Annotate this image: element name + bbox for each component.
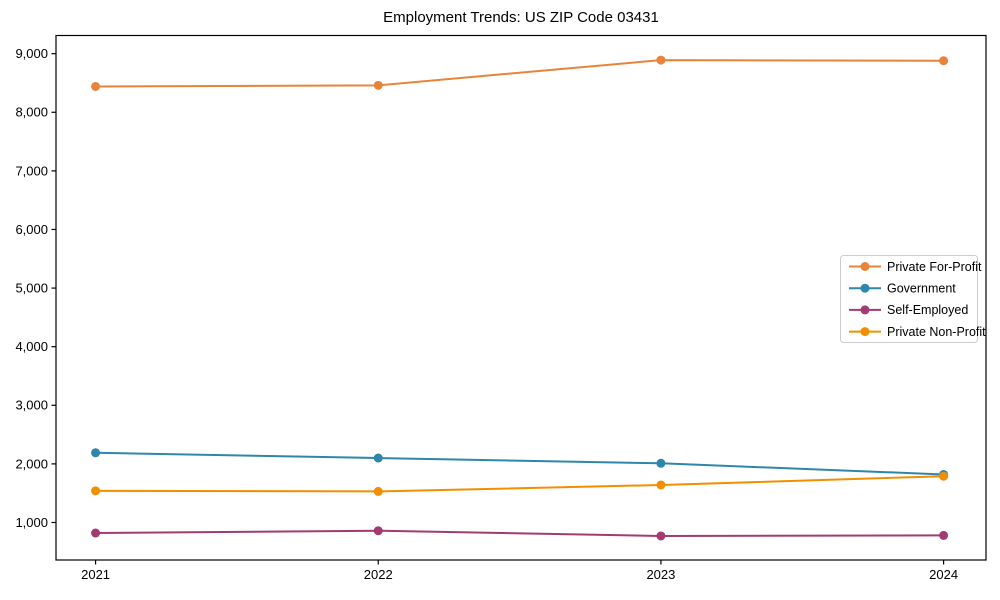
legend-label: Self-Employed [887,303,968,317]
y-tick-label: 6,000 [15,222,48,237]
y-tick-label: 3,000 [15,398,48,413]
legend-item-private-for-profit: Private For-Profit [849,260,982,274]
series-self-employed [91,526,949,541]
y-tick-label: 8,000 [15,105,48,120]
data-point-private-non-profit [939,471,949,481]
legend-item-self-employed: Self-Employed [849,303,968,317]
plot-border [55,34,987,561]
data-point-government [656,458,666,468]
data-point-private-non-profit [373,486,383,496]
legend-label: Government [887,281,956,295]
series-private-non-profit [91,471,949,496]
legend-marker-dot [860,305,870,315]
y-tick-label: 5,000 [15,281,48,296]
legend: Private For-Profit Government Self-Employe… [840,255,986,343]
data-point-government [373,453,383,463]
data-point-private-for-profit [373,80,383,90]
y-tick-label: 4,000 [15,339,48,354]
x-tick-label: 2022 [364,567,393,582]
data-point-self-employed [656,531,666,541]
data-point-private-for-profit [939,56,949,66]
legend-label: Private For-Profit [887,260,982,274]
data-point-private-for-profit [656,55,666,65]
data-point-private-for-profit [91,81,101,91]
data-point-self-employed [373,526,383,536]
legend-marker-dot [860,283,870,293]
y-tick-label: 1,000 [15,515,48,530]
x-tick-label: 2021 [81,567,110,582]
y-tick-label: 7,000 [15,163,48,178]
y-tick-label: 2,000 [15,456,48,471]
x-tick-label: 2023 [646,567,675,582]
legend-box [840,255,978,343]
chart-title: Employment Trends: US ZIP Code 03431 [383,9,659,26]
series-line-private-for-profit [94,59,945,88]
data-point-private-non-profit [656,480,666,490]
data-point-government [91,448,101,458]
legend-item-private-non-profit: Private Non-Profit [849,325,986,339]
data-point-self-employed [939,530,949,540]
series-line-government [94,451,945,476]
data-point-private-non-profit [91,486,101,496]
data-point-self-employed [91,528,101,538]
legend-label: Private Non-Profit [887,325,986,339]
x-tick-label: 2024 [929,567,958,582]
series-government [91,448,949,479]
series-line-self-employed [94,529,945,537]
legend-item-government: Government [849,281,956,295]
legend-marker-dot [860,262,870,271]
legend-marker-dot [860,327,870,337]
series-private-for-profit [91,55,949,91]
y-tick-label: 9,000 [15,46,48,61]
series-line-private-non-profit [94,475,945,493]
